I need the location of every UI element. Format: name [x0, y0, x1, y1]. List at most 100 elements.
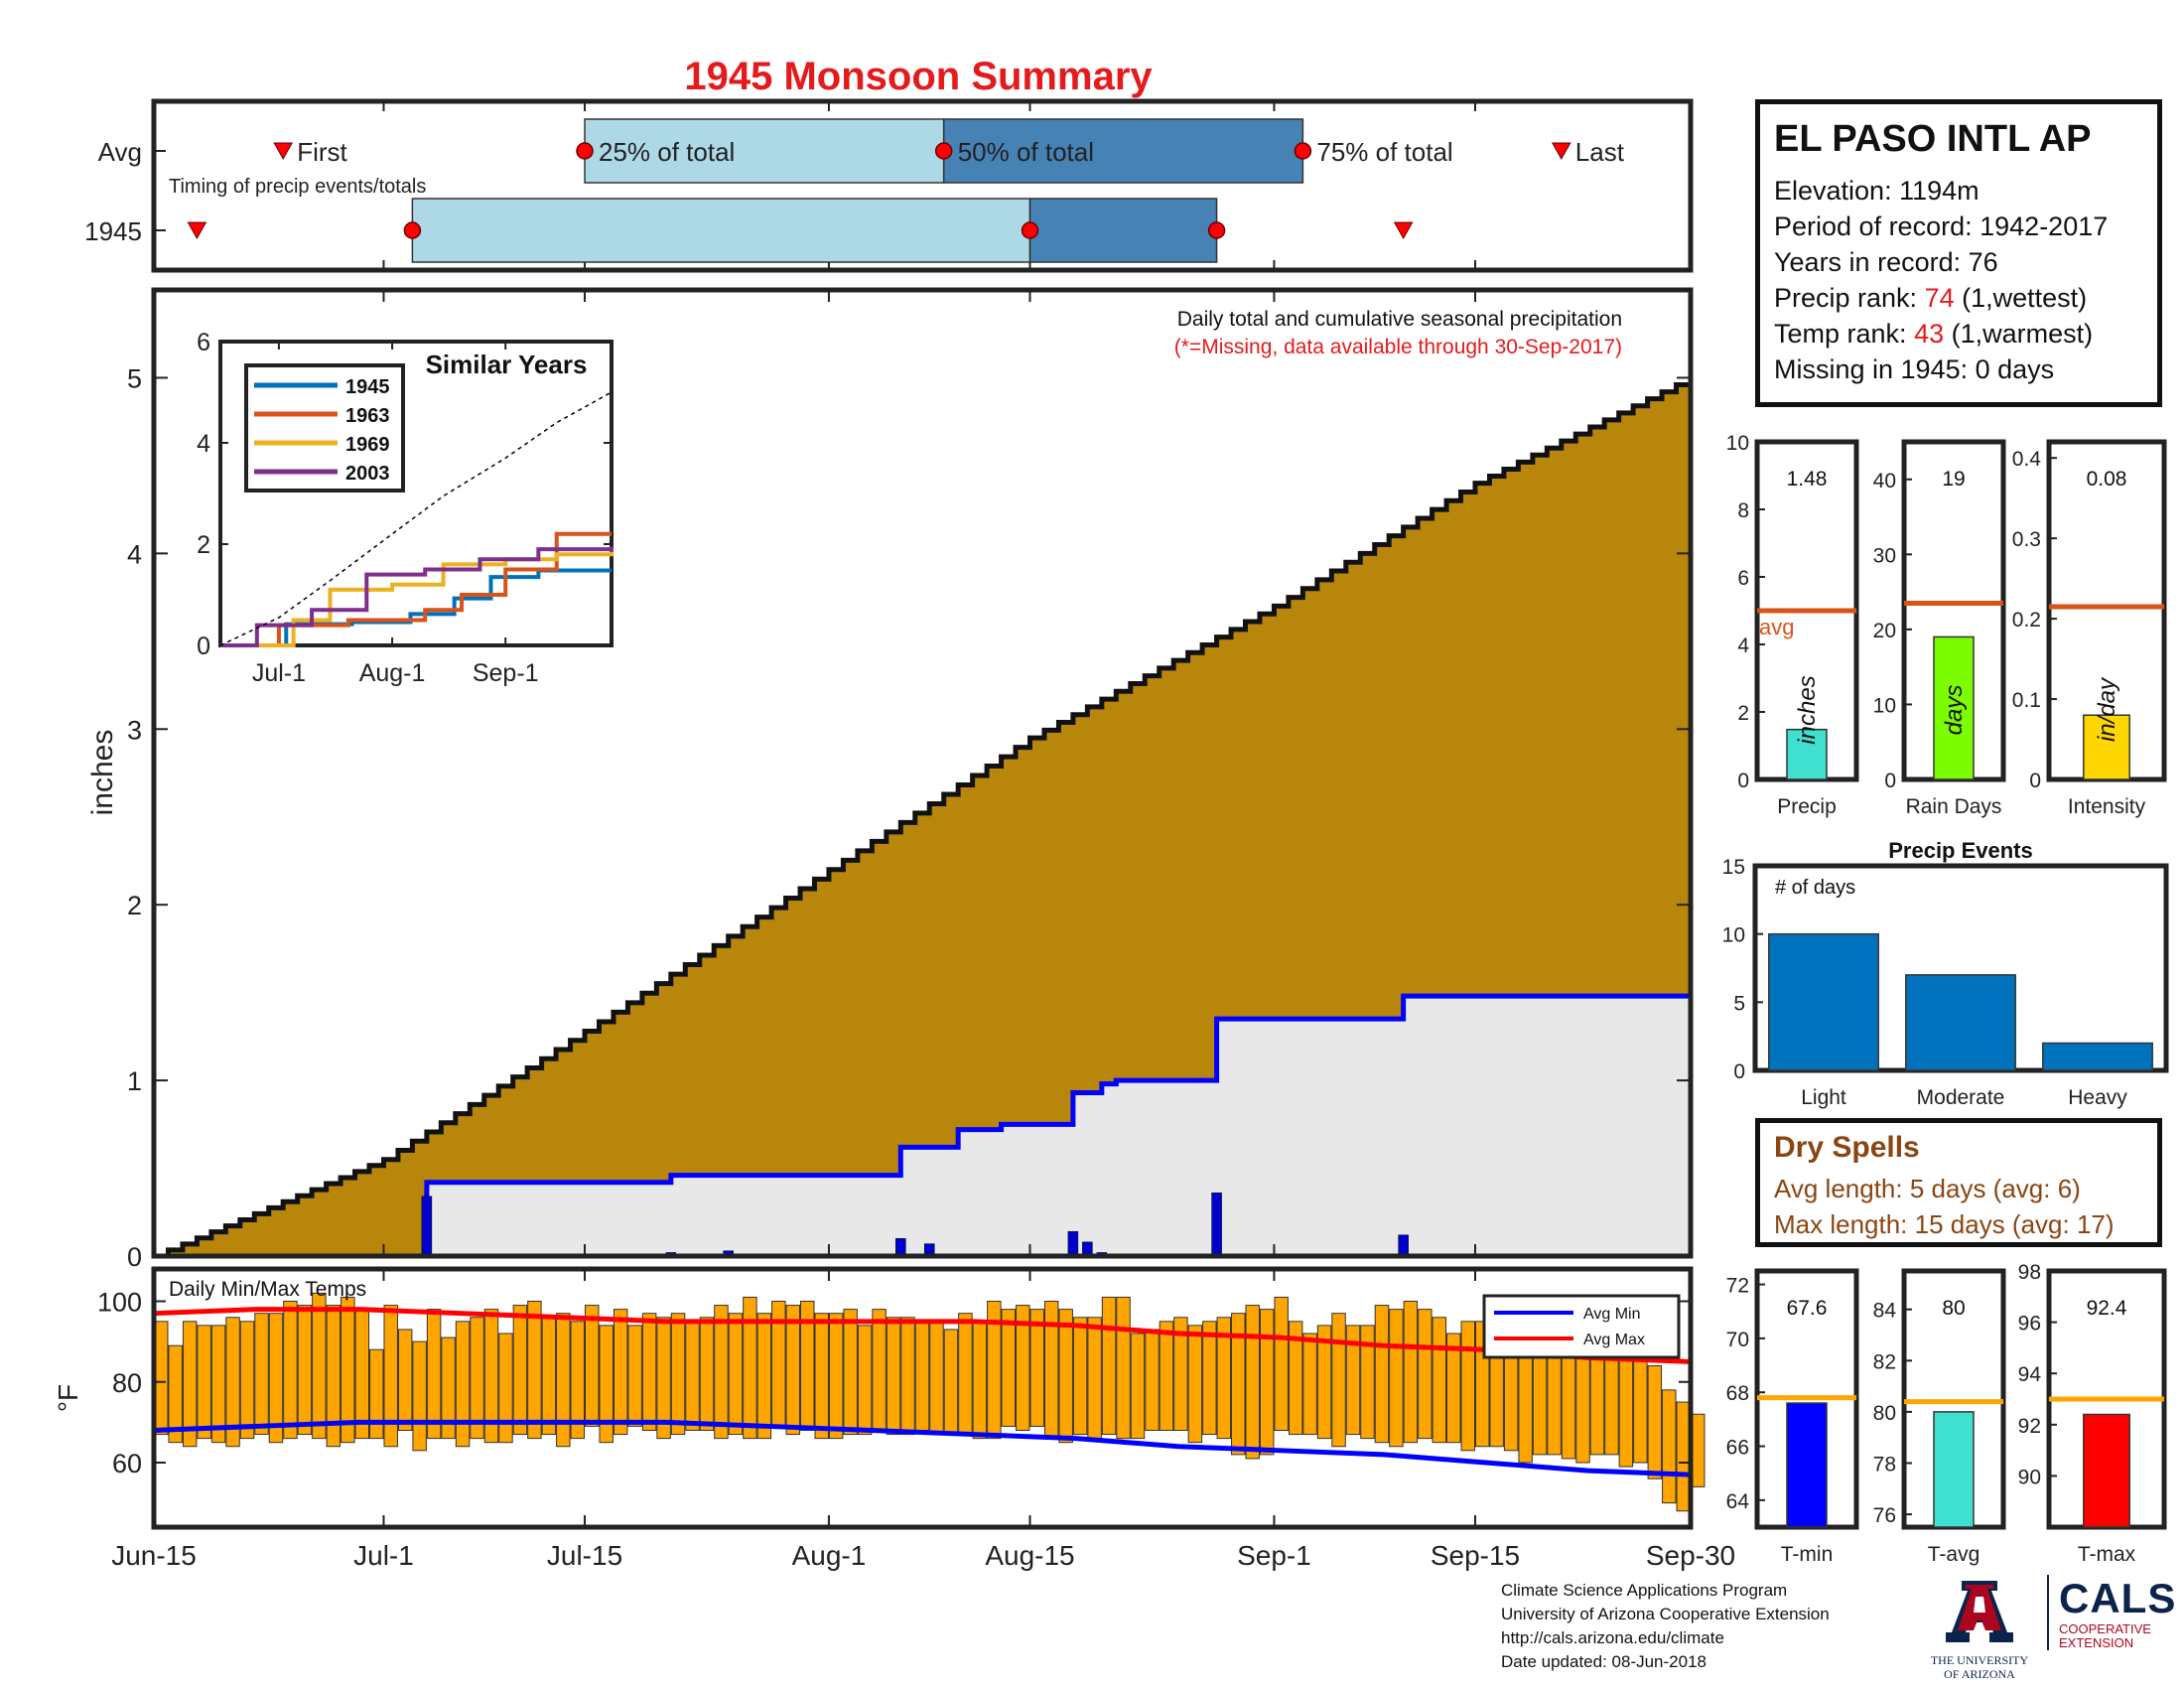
years-label: Years in record: [1774, 247, 1962, 277]
timing-box-25-50 [411, 198, 1031, 263]
tavg_mini-ytick-label: 80 [1873, 1402, 1896, 1425]
daily-temp-bar [728, 1313, 744, 1436]
intensity_mini-ytick-label: 0.4 [2012, 448, 2042, 471]
daily-temp-bar [1216, 1317, 1232, 1440]
years-value: 76 [1968, 247, 1998, 277]
tmin_mini-ytick-label: 66 [1726, 1437, 1749, 1460]
daily-precip-bar [895, 1238, 906, 1257]
timing-row-label: Avg [98, 137, 142, 167]
tavg_mini-xlabel: T-avg [1928, 1543, 1980, 1566]
main-ylabel: inches [86, 730, 119, 816]
raindays_mini-bar [1933, 635, 1975, 780]
daily-temp-bar [1316, 1325, 1332, 1440]
tmin_mini-ytick-label: 68 [1726, 1382, 1749, 1405]
precip_mini-unit-label: inches [1794, 675, 1821, 744]
daily-temp-bar [1101, 1296, 1117, 1436]
precip_mini-ytick-label: 4 [1737, 634, 1749, 657]
inset-legend-label: 1945 [345, 376, 390, 398]
main-note: Daily total and cumulative seasonal prec… [1177, 308, 1622, 331]
daily-temp-bar [972, 1321, 988, 1440]
inset-series-line-2003 [220, 546, 614, 647]
daily-temp-bar [369, 1348, 384, 1440]
timing-panel: Avg 1945 First 25% of total 50% of total 75% … [84, 98, 1694, 273]
intensity_mini-ytick-label: 0 [2029, 770, 2041, 792]
xtick-label: Jul-1 [353, 1540, 414, 1571]
daily-temp-bar [900, 1317, 915, 1436]
raindays_mini-ytick-label: 40 [1873, 470, 1896, 492]
daily-temp-bar [656, 1317, 671, 1440]
daily-precip-bar [421, 1196, 433, 1257]
timing-first-last-marker [187, 221, 207, 240]
daily-temp-bar [326, 1305, 341, 1448]
daily-temp-bar [1173, 1317, 1188, 1431]
xtick-label: Aug-1 [792, 1540, 867, 1571]
daily-temp-bar [441, 1336, 456, 1440]
daily-temp-bar [785, 1305, 801, 1436]
elevation-value: 1194m [1899, 176, 1979, 206]
daily-temp-bar [987, 1301, 1002, 1440]
main-ytick-label: 2 [127, 891, 142, 920]
daily-temp-bar [1547, 1344, 1562, 1456]
daily-temp-bar [154, 1321, 169, 1436]
intensity_mini-frame [2046, 439, 2167, 782]
tavg_mini-ytick-label: 76 [1873, 1504, 1896, 1527]
events-title: Precip Events [1888, 838, 2033, 863]
daily-temp-bar [1029, 1309, 1044, 1427]
daily-temp-bar [814, 1313, 829, 1440]
daily-temp-bar [1446, 1333, 1461, 1444]
tmin_mini-ytick-label: 64 [1726, 1490, 1750, 1513]
inset-xtick-label: Sep-1 [473, 659, 539, 687]
precip_mini-bar [1786, 728, 1828, 780]
daily-temp-bar [168, 1344, 183, 1444]
timing-box-50-75 [942, 118, 1304, 184]
inset-series-line-1969 [220, 551, 614, 647]
daily-temp-bar [857, 1325, 873, 1436]
temp-rank-value: 43 [1914, 319, 1945, 349]
daily-temp-bar [886, 1317, 901, 1436]
missing-row: Missing in 1945: 0 days [1774, 352, 2143, 387]
events-bar-moderate [1905, 974, 2016, 1071]
daily-temp-bar [1345, 1325, 1361, 1436]
daily-temp-bar [1016, 1305, 1030, 1431]
daily-temp-bar [1604, 1344, 1619, 1456]
daily-temp-bar [914, 1321, 930, 1431]
daily-temp-bar [929, 1321, 944, 1436]
daily-temp-bar [641, 1313, 657, 1431]
tmax_mini-xlabel: T-max [2078, 1543, 2136, 1566]
tavg_mini-ytick-label: 82 [1873, 1350, 1896, 1373]
main-plot-frame [151, 287, 1694, 1259]
timing-p75-label: 75% of total [1316, 137, 1452, 167]
daily-temp-bar [943, 1329, 959, 1436]
inset-legend-label: 1963 [345, 405, 390, 427]
cals-logo: CALS COOPERATIVE EXTENSION [2047, 1575, 2184, 1650]
daily-temp-bar [1460, 1321, 1475, 1452]
timing-percentile-marker [934, 142, 953, 160]
temps-ytick-label: 100 [97, 1288, 142, 1318]
year-cumulative-line [154, 993, 1691, 1259]
daily-temp-bar [1302, 1333, 1317, 1436]
tmin_mini-value-label: 67.6 [1787, 1297, 1828, 1320]
temps-ytick-label: 80 [112, 1368, 142, 1398]
timing-p50-label: 50% of total [958, 137, 1094, 167]
intensity_mini-ytick-label: 0.3 [2012, 528, 2041, 551]
avg-min-temp-line [153, 1419, 1692, 1477]
main-ytick-label: 3 [127, 715, 142, 745]
timing-box-50-75 [1028, 198, 1218, 263]
daily-temp-bar [585, 1305, 600, 1427]
daily-temp-bar [1518, 1352, 1533, 1464]
intensity_mini-ytick-label: 0.2 [2012, 609, 2041, 632]
dry-spells-box: Dry Spells Avg length: 5 days (avg: 6) M… [1755, 1118, 2162, 1247]
period-label: Period of record: [1774, 211, 1973, 241]
daily-temp-bar [197, 1325, 211, 1440]
credits-line-1: Climate Science Applications Program [1501, 1581, 1788, 1600]
credits-line-2: University of Arizona Cooperative Extens… [1501, 1605, 1830, 1623]
inset-ytick-label: 4 [197, 430, 210, 458]
credits-line-4: Date updated: 08-Jun-2018 [1501, 1652, 1706, 1671]
timing-first-last-marker [1551, 142, 1571, 161]
main-ytick-label: 4 [127, 539, 142, 569]
daily-temp-bar [1145, 1329, 1160, 1431]
daily-temp-bar [1001, 1309, 1017, 1427]
events-ytick-label: 15 [1722, 856, 1745, 879]
